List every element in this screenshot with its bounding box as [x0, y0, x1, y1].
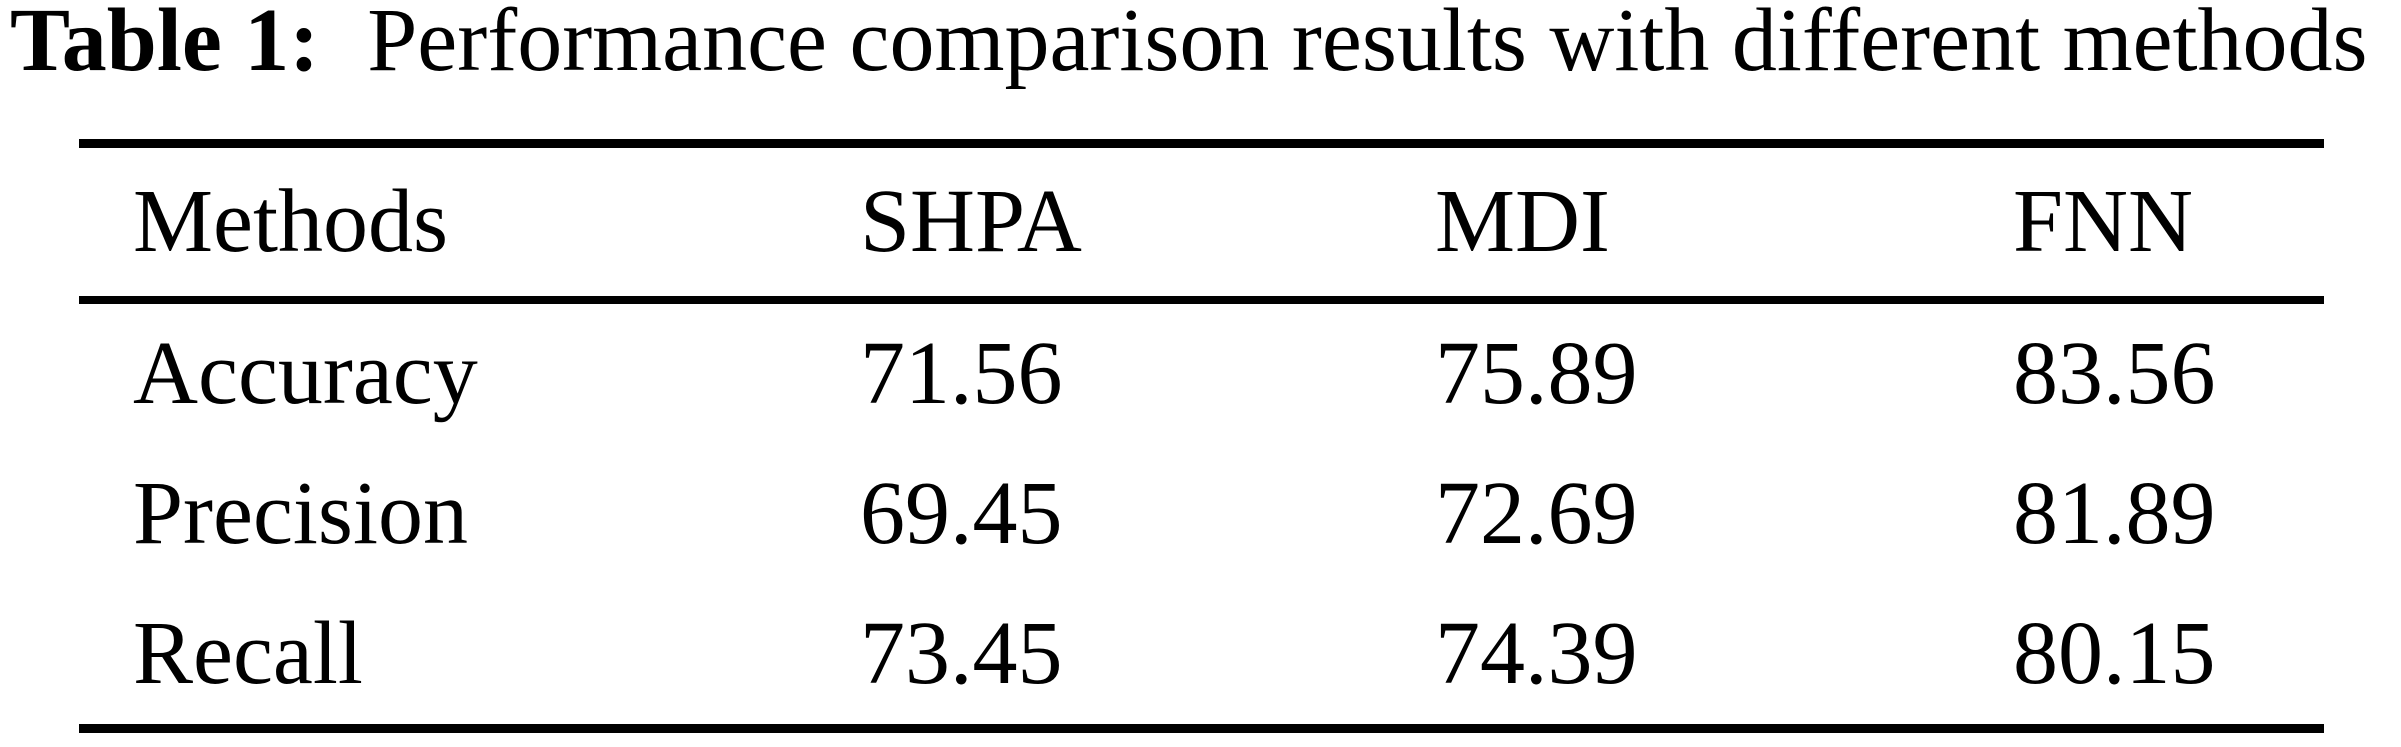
metric-cell: Recall	[133, 604, 363, 703]
table-rule-top	[79, 139, 2324, 148]
value-cell: 74.39	[1435, 604, 1638, 703]
value-cell: 71.56	[860, 324, 1063, 423]
value-cell: 81.89	[2013, 464, 2216, 563]
column-header-fnn: FNN	[2013, 172, 2194, 271]
table-row-precision: Precision 69.45 72.69 81.89	[79, 444, 2324, 584]
table-header-row: Methods SHPA MDI FNN	[79, 148, 2324, 296]
value-cell: 72.69	[1435, 464, 1638, 563]
column-header-shpa: SHPA	[860, 172, 1082, 271]
results-table: Methods SHPA MDI FNN Accuracy 71.56 75.8…	[79, 139, 2324, 733]
table-rule-header	[79, 296, 2324, 304]
value-cell: 69.45	[860, 464, 1063, 563]
table-caption: Table 1: Performance comparison results w…	[10, 0, 2368, 86]
value-cell: 83.56	[2013, 324, 2216, 423]
column-header-mdi: MDI	[1435, 172, 1610, 271]
table-row-accuracy: Accuracy 71.56 75.89 83.56	[79, 304, 2324, 444]
value-cell: 80.15	[2013, 604, 2216, 703]
value-cell: 75.89	[1435, 324, 1638, 423]
column-header-methods: Methods	[133, 172, 448, 271]
table-row-recall: Recall 73.45 74.39 80.15	[79, 584, 2324, 724]
value-cell: 73.45	[860, 604, 1063, 703]
metric-cell: Precision	[133, 464, 468, 563]
table-rule-bottom	[79, 724, 2324, 733]
caption-label: Table 1:	[10, 0, 320, 90]
caption-text: Performance comparison results with diff…	[367, 0, 2368, 90]
metric-cell: Accuracy	[133, 324, 478, 423]
